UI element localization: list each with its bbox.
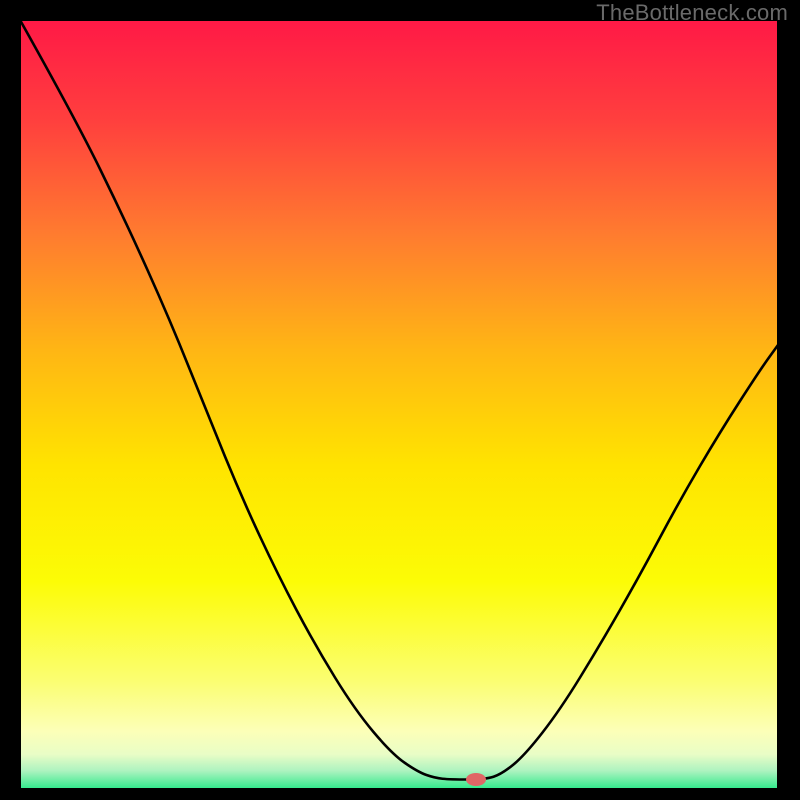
watermark-text: TheBottleneck.com bbox=[596, 0, 788, 26]
gradient-background bbox=[20, 20, 778, 789]
plot-area bbox=[20, 20, 778, 789]
bottleneck-chart bbox=[0, 0, 800, 800]
optimal-marker bbox=[466, 773, 486, 786]
